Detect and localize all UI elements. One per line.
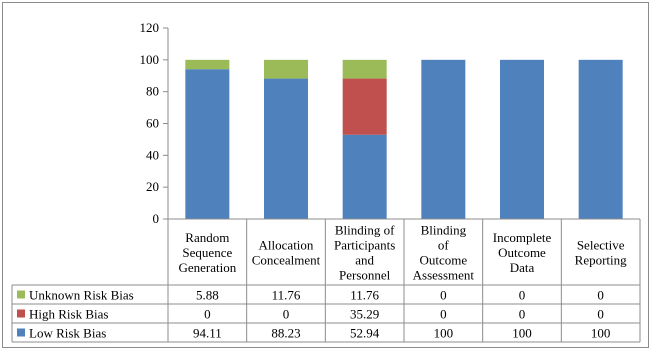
y-tick-label: 120	[140, 20, 160, 35]
data-table-value: 11.76	[272, 288, 301, 303]
category-label: Participants	[334, 238, 395, 253]
y-tick-label: 100	[140, 52, 160, 67]
category-label: Selective	[577, 238, 625, 253]
y-tick-label: 60	[146, 116, 159, 131]
category-label: Generation	[178, 260, 236, 275]
category-label: Personnel	[339, 268, 391, 283]
y-tick-label: 0	[153, 211, 160, 226]
bar-segment-unknown-risk-bias	[185, 59, 230, 70]
bar-segment-low-risk-bias	[185, 69, 230, 219]
chart-frame	[2, 2, 649, 348]
legend-key-high-risk-bias	[17, 309, 25, 318]
data-table-value: 35.29	[350, 307, 379, 322]
data-table-value: 100	[512, 326, 532, 341]
category-label: of	[438, 238, 450, 253]
legend-label: Unknown Risk Bias	[29, 288, 134, 303]
bar-segment-low-risk-bias	[342, 134, 387, 219]
legend-key-unknown-risk-bias	[17, 290, 25, 299]
y-tick-label: 80	[146, 84, 159, 99]
legend-label: Low Risk Bias	[29, 326, 106, 341]
category-label: Sequence	[182, 245, 232, 260]
data-table-value: 0	[519, 288, 526, 303]
data-table-value: 0	[440, 307, 447, 322]
category-label: Allocation	[259, 238, 314, 253]
data-table-value: 100	[591, 326, 611, 341]
category-label: Assessment	[413, 268, 475, 283]
category-label: Blinding	[421, 223, 467, 238]
category-label: and	[355, 253, 374, 268]
data-table-value: 0	[597, 288, 604, 303]
data-table-value: 52.94	[350, 326, 380, 341]
bar-segment-low-risk-bias	[421, 59, 466, 220]
data-table-value: 94.11	[193, 326, 222, 341]
bar-segment-unknown-risk-bias	[342, 59, 387, 79]
category-label: Concealment	[252, 253, 321, 268]
data-table-value: 0	[283, 307, 290, 322]
category-label: Incomplete	[493, 230, 552, 245]
bar-segment-low-risk-bias	[578, 59, 623, 220]
category-label: Blinding of	[335, 223, 395, 238]
data-table-value: 100	[434, 326, 454, 341]
data-table-value: 0	[597, 307, 604, 322]
legend-key-low-risk-bias	[17, 328, 25, 337]
category-label: Outcome	[498, 245, 546, 260]
category-label: Random	[185, 230, 229, 245]
data-table-value: 0	[440, 288, 447, 303]
y-tick-label: 20	[146, 179, 159, 194]
y-tick-label: 40	[146, 147, 159, 162]
data-table-value: 11.76	[350, 288, 379, 303]
category-label: Data	[510, 260, 535, 275]
data-table-value: 0	[204, 307, 211, 322]
data-table-value: 0	[519, 307, 526, 322]
category-label: Reporting	[575, 253, 627, 268]
bar-segment-low-risk-bias	[500, 59, 544, 220]
legend-label: High Risk Bias	[29, 307, 108, 322]
bar-segment-unknown-risk-bias	[264, 59, 308, 79]
bar-segment-high-risk-bias	[342, 78, 387, 135]
data-table-value: 5.88	[196, 288, 219, 303]
data-table-value: 88.23	[271, 326, 300, 341]
bar-segment-low-risk-bias	[264, 78, 308, 219]
category-label: Outcome	[420, 253, 468, 268]
